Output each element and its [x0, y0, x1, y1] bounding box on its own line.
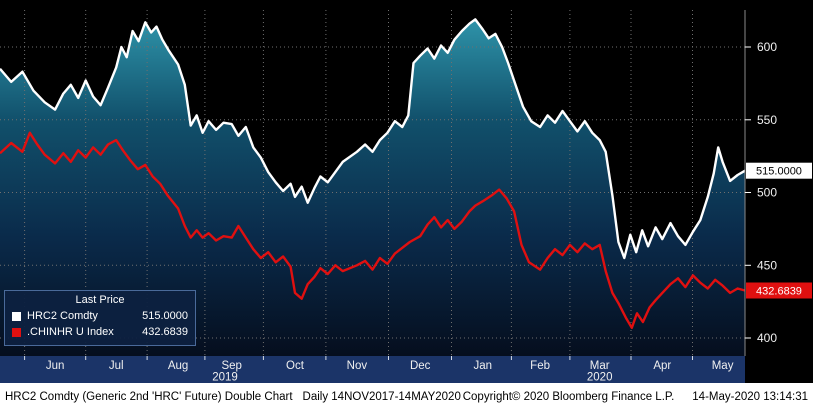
hrc2-price-tag[interactable]: 515.0000 [746, 162, 812, 179]
legend-title: Last Price [75, 294, 125, 306]
legend-item-chinhr[interactable]: .CHINHR U Index 432.6839 [12, 324, 188, 340]
svg-text:Apr: Apr [653, 360, 671, 372]
chinhr-line [0, 131, 746, 329]
timestamp: 14-May-2020 13:14:31 [692, 391, 808, 403]
svg-text:450: 450 [757, 258, 777, 272]
hrc2-name: HRC2 Comdty [27, 310, 98, 322]
footer-bar: HRC2 Comdty (Generic 2nd 'HRC' Future) D… [0, 383, 813, 411]
chinhr-swatch [12, 327, 21, 337]
svg-text:Dec: Dec [410, 360, 431, 372]
chinhr-last-price: 432.6839 [142, 326, 188, 338]
hrc2-last-price: 515.0000 [142, 310, 188, 322]
copyright-text: Copyright© 2020 Bloomberg Finance L.P. [462, 391, 675, 403]
x-axis-labels: Jun Jul Aug Sep Oct Nov Dec Jan Feb Mar Apr May 2019… [46, 360, 734, 383]
svg-text:515.0000: 515.0000 [756, 166, 802, 178]
svg-text:Nov: Nov [347, 360, 368, 372]
svg-text:550: 550 [757, 113, 777, 127]
svg-text:Jan: Jan [474, 360, 493, 372]
legend: Last Price HRC2 Comdty 515.0000 .CHINHR … [4, 290, 196, 346]
svg-text:Mar: Mar [590, 360, 610, 372]
svg-text:May: May [712, 360, 734, 372]
price-chart[interactable]: Jun Jul Aug Sep Oct Nov Dec Jan Feb Mar Apr May 2019… [0, 0, 813, 383]
chart-description: HRC2 Comdty (Generic 2nd 'HRC' Future) D… [5, 391, 293, 403]
svg-text:Aug: Aug [168, 360, 188, 372]
legend-item-hrc2[interactable]: HRC2 Comdty 515.0000 [12, 308, 188, 324]
hrc2-swatch [12, 311, 21, 321]
hrc2-area-fill [0, 19, 745, 357]
svg-text:Feb: Feb [530, 360, 550, 372]
chinhr-name: .CHINHR U Index [27, 326, 114, 338]
x-axis-strip [0, 356, 745, 383]
svg-text:Jul: Jul [109, 360, 124, 372]
x-axis-ticks [24, 356, 693, 360]
gridlines [0, 10, 745, 356]
hrc2-line [0, 18, 746, 260]
svg-text:600: 600 [757, 40, 777, 54]
svg-text:2020: 2020 [587, 372, 613, 384]
svg-text:432.6839: 432.6839 [756, 286, 802, 298]
svg-text:500: 500 [757, 186, 777, 200]
svg-text:2019: 2019 [212, 372, 238, 384]
svg-text:Oct: Oct [286, 360, 305, 372]
svg-text:Sep: Sep [221, 360, 241, 372]
svg-text:Jun: Jun [46, 360, 65, 372]
chinhr-price-tag[interactable]: 432.6839 [746, 282, 812, 299]
chart-date-range: Daily 14NOV2017-14MAY2020 [302, 391, 461, 403]
y-axis-labels: 400 450 500 550 600 [745, 40, 777, 345]
svg-text:400: 400 [757, 331, 777, 345]
